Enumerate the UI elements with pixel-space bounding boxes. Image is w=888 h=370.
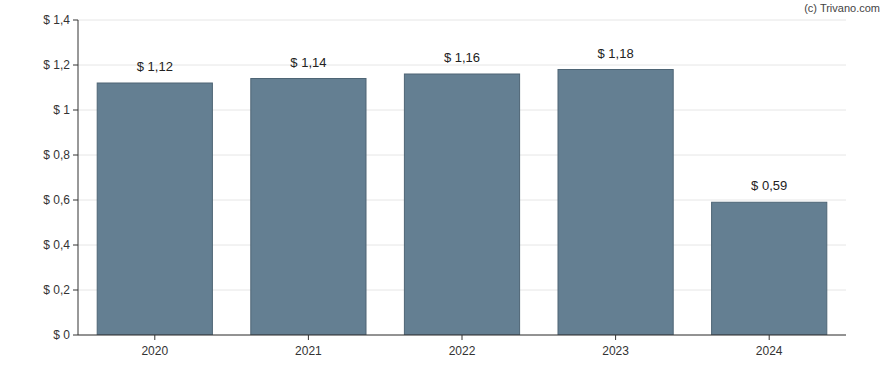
y-tick: [73, 245, 78, 246]
bar: [97, 83, 212, 335]
bar: [251, 79, 366, 336]
y-tick-label: $ 0: [53, 328, 70, 342]
grid-line: [78, 20, 846, 21]
data-label: $ 1,12: [137, 59, 173, 74]
y-tick: [73, 200, 78, 201]
y-tick-label: $ 0,4: [43, 238, 70, 252]
x-tick: [154, 335, 155, 340]
x-tick-label: 2022: [449, 344, 476, 358]
data-label: $ 1,18: [598, 46, 634, 61]
y-tick-label: $ 0,8: [43, 148, 70, 162]
data-label: $ 0,59: [751, 178, 787, 193]
y-tick: [73, 20, 78, 21]
y-tick-label: $ 0,6: [43, 193, 70, 207]
x-tick: [615, 335, 616, 340]
bar: [712, 202, 827, 335]
x-tick-label: 2020: [141, 344, 168, 358]
bar: [404, 74, 519, 335]
y-tick: [73, 155, 78, 156]
chart: $ 0 $ 0,2 $ 0,4 $ 0,6 $ 0,8 $ 1 $ 1,2 $ 1,4 $ 1,…: [0, 0, 888, 370]
y-tick: [73, 65, 78, 66]
x-tick: [769, 335, 770, 340]
x-tick-label: 2021: [295, 344, 322, 358]
data-label: $ 1,14: [290, 55, 326, 70]
y-tick-label: $ 1,2: [43, 58, 70, 72]
bar: [558, 70, 673, 336]
y-tick: [73, 335, 78, 336]
y-tick-label: $ 0,2: [43, 283, 70, 297]
y-tick: [73, 110, 78, 111]
data-label: $ 1,16: [444, 50, 480, 65]
y-tick-label: $ 1: [53, 103, 70, 117]
bars: [97, 70, 827, 336]
y-tick-label: $ 1,4: [43, 13, 70, 27]
x-tick: [462, 335, 463, 340]
y-tick: [73, 290, 78, 291]
x-tick: [308, 335, 309, 340]
y-axis: [78, 20, 79, 335]
x-tick-label: 2023: [602, 344, 629, 358]
x-tick-label: 2024: [756, 344, 783, 358]
annotation: (c) Trivano.com: [804, 2, 880, 14]
